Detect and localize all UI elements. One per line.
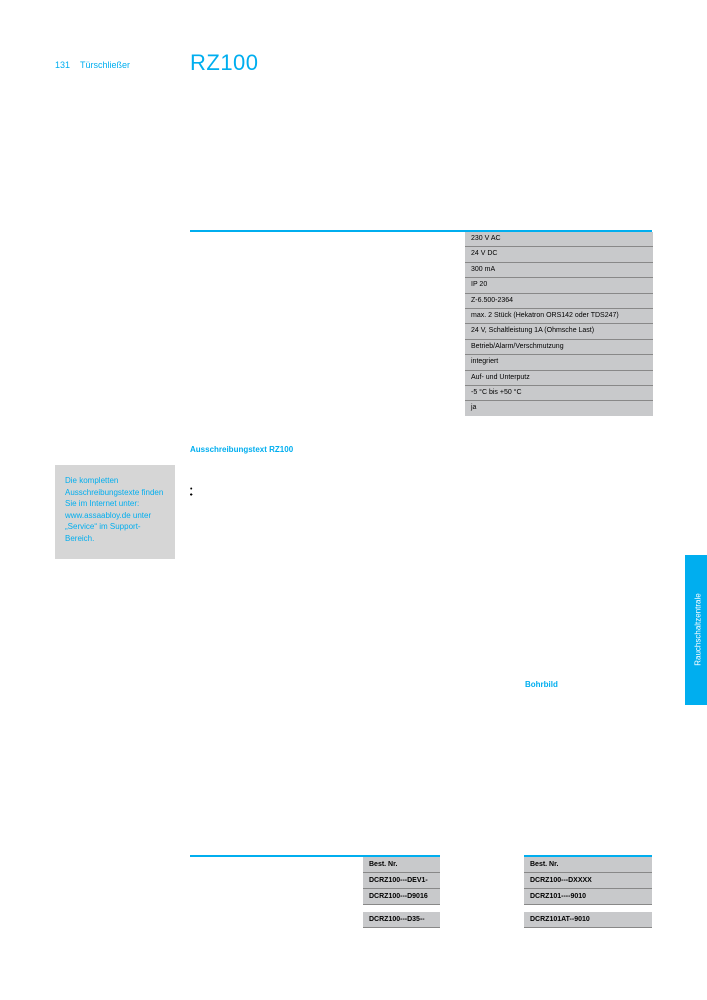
order-table-header: Best. Nr. (363, 857, 440, 873)
spec-row: Betrieb/Alarm/Verschmutzung (465, 340, 653, 355)
spec-row: 24 V, Schaltleistung 1A (Ohmsche Last) (465, 324, 653, 339)
spec-row: max. 2 Stück (Hekatron ORS142 oder TDS24… (465, 309, 653, 324)
order-row: DCRZ100---D9016 (363, 889, 440, 905)
bohrbild-heading: Bohrbild (525, 680, 558, 689)
page-section-label: Türschließer (80, 60, 130, 70)
spec-row: ja (465, 401, 653, 415)
spec-row: 24 V DC (465, 247, 653, 262)
spec-row: 300 mA (465, 263, 653, 278)
order-table-left: Best. Nr. DCRZ100---DEV1- DCRZ100---D901… (190, 855, 440, 928)
order-table-header: Best. Nr. (524, 857, 652, 873)
order-row: DCRZ100---D35-- (363, 912, 440, 928)
ausschreibung-heading: Ausschreibungstext RZ100 (190, 445, 293, 454)
order-row: DCRZ100---DEV1- (363, 873, 440, 889)
side-tab-label: Rauchschaltzentrale (694, 560, 703, 700)
order-row: DCRZ101AT--9010 (524, 912, 652, 928)
info-box: Die kompletten Ausschreibungstexte finde… (55, 465, 175, 559)
order-table-right: Best. Nr. DCRZ100---DXXXX DCRZ101----901… (524, 855, 652, 928)
order-row: DCRZ100---DXXXX (524, 873, 652, 889)
spec-row: -5 °C bis +50 °C (465, 386, 653, 401)
order-row: DCRZ101----9010 (524, 889, 652, 905)
spec-row: IP 20 (465, 278, 653, 293)
spec-row: Auf- und Unterputz (465, 371, 653, 386)
spec-table: 230 V AC 24 V DC 300 mA IP 20 Z-6.500-23… (465, 232, 653, 416)
side-tab: Rauchschaltzentrale (685, 555, 707, 705)
page-title: RZ100 (190, 50, 259, 76)
spec-row: integriert (465, 355, 653, 370)
page-number: 131 (55, 60, 70, 70)
spec-row: 230 V AC (465, 232, 653, 247)
info-box-text: Die kompletten Ausschreibungstexte finde… (65, 476, 163, 543)
spec-row: Z-6.500-2364 (465, 294, 653, 309)
